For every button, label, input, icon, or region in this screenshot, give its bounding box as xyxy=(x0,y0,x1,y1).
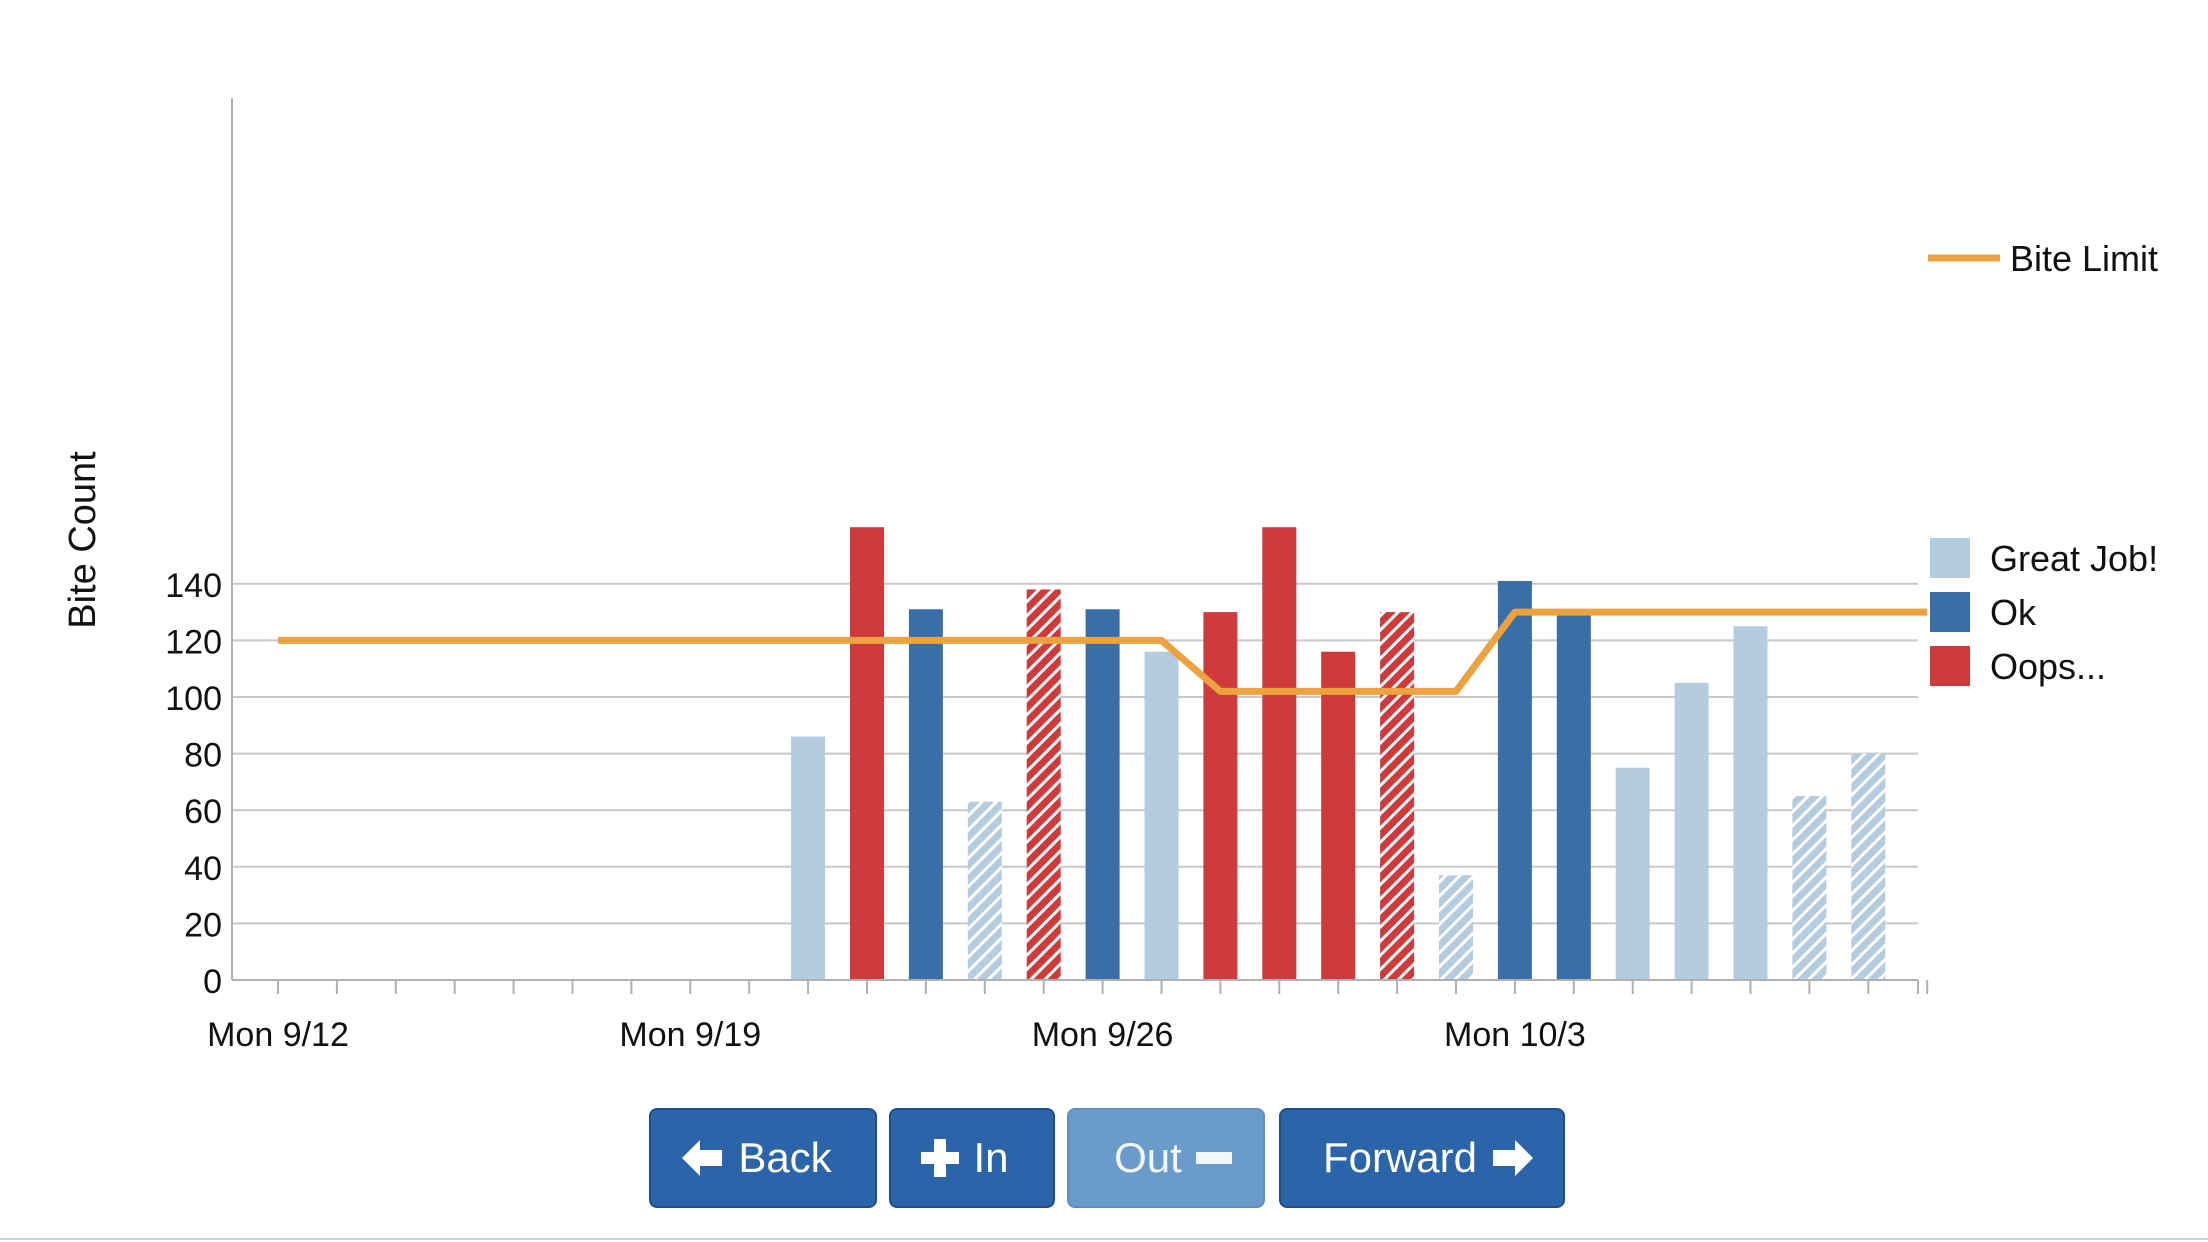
y-tick-label: 60 xyxy=(184,793,222,831)
x-tick-label: Mon 9/19 xyxy=(619,1016,761,1054)
legend-line-label: Bite Limit xyxy=(2010,238,2158,279)
bar xyxy=(1026,589,1061,980)
y-axis-label: Bite Count xyxy=(62,451,104,629)
bar xyxy=(850,527,884,980)
legend-label: Oops... xyxy=(1990,646,2106,687)
y-tick-label: 100 xyxy=(165,680,222,718)
bar xyxy=(908,609,943,980)
bar xyxy=(1321,651,1356,980)
x-tick-label: Mon 9/26 xyxy=(1032,1016,1174,1054)
y-tick-label: 40 xyxy=(184,850,222,888)
back-button[interactable]: Back xyxy=(649,1108,877,1208)
forward-button[interactable]: Forward xyxy=(1279,1108,1565,1208)
bite-limit-line xyxy=(278,608,1928,695)
zoom-in-button[interactable]: In xyxy=(889,1108,1055,1208)
x-tick-label: Mon 9/12 xyxy=(207,1016,349,1054)
bar xyxy=(1733,626,1768,980)
bar xyxy=(1615,767,1650,980)
in-label: In xyxy=(973,1134,1009,1181)
zoom-out-button[interactable]: Out xyxy=(1067,1108,1265,1208)
legend-label: Ok xyxy=(1990,592,2037,633)
arrow-left-icon xyxy=(680,1138,724,1178)
y-tick-label: 140 xyxy=(165,567,222,605)
forward-label: Forward xyxy=(1322,1134,1478,1181)
y-tick-label: 80 xyxy=(184,737,222,775)
bar xyxy=(1674,682,1709,980)
legend-label: Great Job! xyxy=(1990,538,2158,579)
legend: Bite Limit Great Job! Ok Oops... xyxy=(1928,238,2158,687)
y-tick-label: 0 xyxy=(203,963,222,1001)
legend-swatch xyxy=(1930,592,1970,632)
bite-limit-series xyxy=(278,608,1928,695)
axes: 0 20 40 60 80 100 120 140 Mon 9/12 Mon 9/19 Mon 9/… xyxy=(165,98,1929,1054)
y-tick-label: 20 xyxy=(184,906,222,944)
bar xyxy=(1556,609,1591,980)
minus-icon xyxy=(1195,1151,1232,1165)
out-label: Out xyxy=(1114,1134,1182,1181)
bar xyxy=(1380,612,1415,980)
bar xyxy=(1792,796,1827,980)
legend-swatch xyxy=(1930,538,1970,578)
bar xyxy=(1497,580,1532,980)
y-tick-label: 120 xyxy=(165,623,222,661)
bar xyxy=(1851,753,1886,980)
grid-lines xyxy=(232,582,1918,925)
legend-swatch xyxy=(1930,646,1970,686)
bar xyxy=(1262,527,1297,980)
x-tick-label: Mon 10/3 xyxy=(1444,1016,1586,1054)
bar xyxy=(791,736,826,980)
back-label: Back xyxy=(738,1134,832,1181)
bar xyxy=(967,801,1002,980)
navigation-controls: Back In Out Forward xyxy=(0,1108,2208,1212)
bars xyxy=(791,527,1886,980)
arrow-right-icon xyxy=(1491,1138,1535,1178)
bottom-divider xyxy=(0,1238,2208,1240)
plus-icon xyxy=(921,1139,960,1177)
bar xyxy=(1439,875,1473,980)
bite-count-chart: 0 20 40 60 80 100 120 140 Mon 9/12 Mon 9/19 Mon 9/… xyxy=(62,98,2158,1054)
bar xyxy=(1203,612,1238,980)
bar xyxy=(1144,651,1179,980)
bar xyxy=(1085,609,1120,980)
